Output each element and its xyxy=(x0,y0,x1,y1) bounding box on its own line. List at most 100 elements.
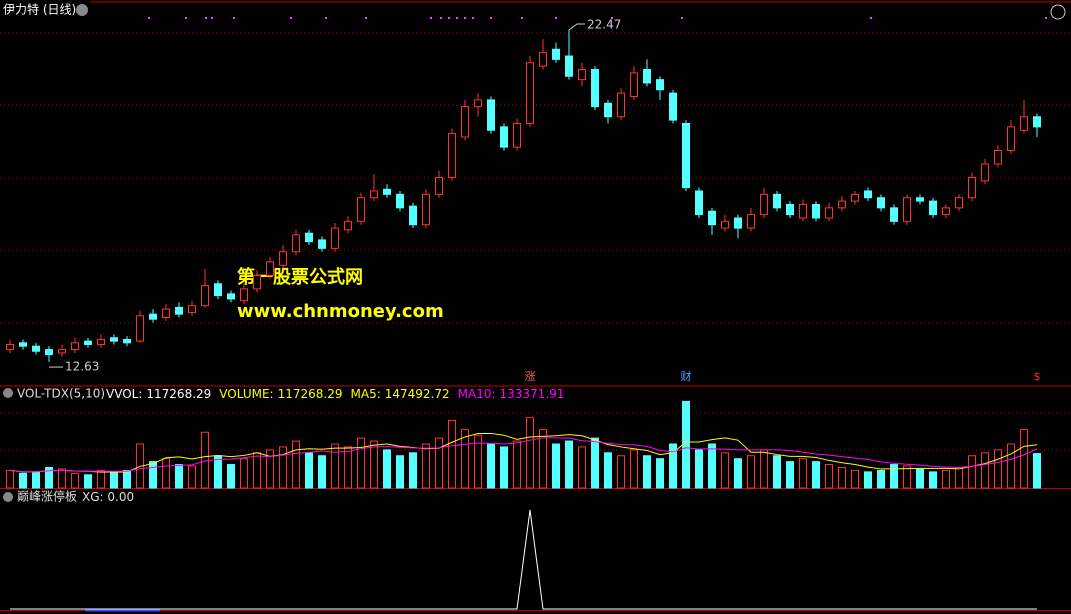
readout-value: 133371.91 xyxy=(500,387,565,401)
candle-body xyxy=(370,190,378,199)
menu-icon[interactable] xyxy=(3,492,13,502)
candle-body xyxy=(916,197,924,202)
volume-bar xyxy=(422,443,430,489)
candle-body xyxy=(97,338,105,346)
volume-bar xyxy=(188,465,196,489)
volume-bar xyxy=(474,434,482,489)
candle-body xyxy=(84,340,92,346)
volume-bar xyxy=(968,455,976,489)
candle-body xyxy=(786,203,794,216)
candle-body xyxy=(877,197,885,209)
volume-bar xyxy=(942,469,950,489)
readout-label: MA5: xyxy=(351,387,381,401)
signal-marker: $ xyxy=(1034,370,1041,383)
volume-bar xyxy=(734,458,742,489)
volume-bar xyxy=(565,440,573,489)
candle-body xyxy=(747,214,755,229)
candle-body xyxy=(6,344,14,351)
volume-bar xyxy=(1033,453,1041,489)
candle-body xyxy=(903,197,911,222)
volume-bar xyxy=(981,452,989,489)
candle-body xyxy=(487,99,495,131)
volume-bar xyxy=(578,446,586,489)
candle-body xyxy=(422,193,430,226)
candle-body xyxy=(981,163,989,182)
volume-bar xyxy=(825,464,833,489)
settings-icon[interactable] xyxy=(1050,4,1066,20)
annotation: 12.63 xyxy=(65,360,99,374)
candle-body xyxy=(461,106,469,138)
panel-title: VOL-TDX(5,10) xyxy=(17,387,105,401)
readout-value: 117268.29 xyxy=(146,387,211,401)
candle-body xyxy=(721,220,729,229)
candle-body xyxy=(19,342,27,347)
volume-bar xyxy=(1020,428,1028,489)
volume-bar xyxy=(539,428,547,489)
candle-body xyxy=(1020,116,1028,131)
candle-body xyxy=(188,305,196,313)
candle-body xyxy=(240,288,248,302)
volume-bar xyxy=(513,440,521,489)
watermark: www.chnmoney.com xyxy=(237,301,444,322)
candle-body xyxy=(656,79,664,91)
candle-body xyxy=(890,207,898,222)
volume-bar xyxy=(71,472,79,489)
candle-body xyxy=(435,176,443,195)
volume-bar xyxy=(916,468,924,489)
candle-body xyxy=(175,306,183,315)
candle-body xyxy=(669,92,677,121)
readouts: VVOL: 117268.29 VOLUME: 117268.29 MA5: 147492… xyxy=(106,387,564,401)
volume-bar xyxy=(19,472,27,489)
volume-bar xyxy=(110,471,118,489)
volume-bar xyxy=(266,449,274,489)
volume-bar xyxy=(799,458,807,489)
volume-bar xyxy=(773,455,781,489)
readout-value: 117268.29 xyxy=(278,387,343,401)
candle-body xyxy=(773,193,781,209)
candle-body xyxy=(812,203,820,219)
signal-marker: 涨 xyxy=(525,370,536,383)
volume-bar xyxy=(721,452,729,489)
candle-body xyxy=(162,308,170,319)
candle-body xyxy=(552,48,560,60)
candle-body xyxy=(617,92,625,118)
menu-icon[interactable] xyxy=(76,4,88,16)
signal-marker: 财 xyxy=(681,369,692,383)
candle-body xyxy=(318,239,326,249)
candle-body xyxy=(695,190,703,216)
candle-body xyxy=(539,52,547,67)
readout-label: MA10: xyxy=(458,387,496,401)
volume-bar xyxy=(929,471,937,489)
menu-icon[interactable] xyxy=(3,388,13,398)
candle-body xyxy=(1033,116,1041,128)
volume-bar xyxy=(6,469,14,489)
volume-bar xyxy=(812,461,820,489)
candle-body xyxy=(591,69,599,108)
candle-body xyxy=(448,133,456,178)
candle-body xyxy=(942,207,950,216)
candle-body xyxy=(630,72,638,98)
candle-body xyxy=(331,227,339,249)
candle-body xyxy=(266,261,274,276)
candle-body xyxy=(825,207,833,219)
ma-line xyxy=(9,432,1038,473)
volume-bar xyxy=(682,400,690,489)
volume-bar xyxy=(214,455,222,489)
panel-title: 巅峰涨停板 xyxy=(17,489,77,504)
indicator-line xyxy=(10,509,1037,610)
candle-body xyxy=(565,55,573,77)
candle-body xyxy=(643,69,651,84)
grid xyxy=(0,32,1071,451)
volume-bar xyxy=(994,449,1002,489)
candle-body xyxy=(682,122,690,189)
candle-body xyxy=(396,193,404,209)
candle-body xyxy=(344,220,352,231)
candle-body xyxy=(994,149,1002,165)
volume-bar xyxy=(500,446,508,489)
volume-bar xyxy=(97,469,105,489)
volume-bar xyxy=(292,440,300,489)
volume-bar xyxy=(279,446,287,489)
annotation: 22.47 xyxy=(587,18,621,32)
candle-body xyxy=(214,283,222,297)
